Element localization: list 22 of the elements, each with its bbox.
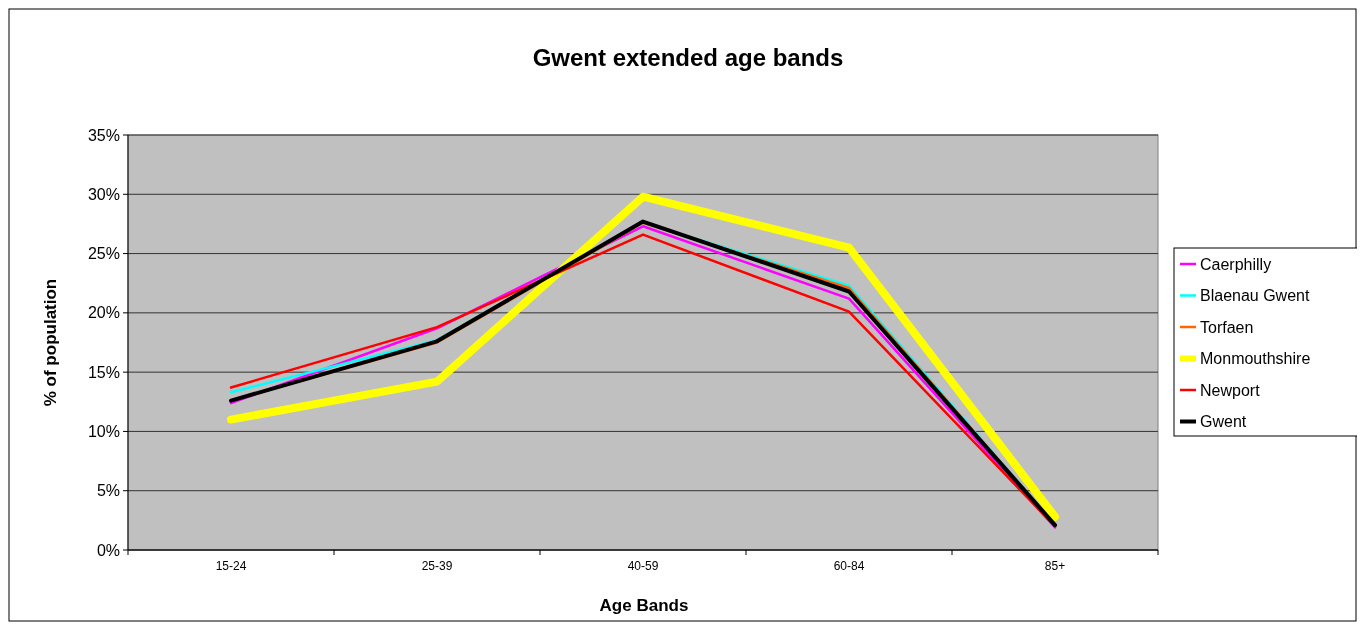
legend-label: Gwent [1200, 413, 1247, 431]
y-tick-label: 25% [87, 245, 120, 263]
y-tick-label: 0% [96, 541, 120, 559]
x-axis-title: Age Bands [599, 596, 689, 615]
x-tick-label: 85+ [1044, 559, 1066, 573]
x-tick-label: 25-39 [421, 559, 453, 573]
x-tick-label: 60-84 [833, 559, 865, 573]
y-tick-label: 5% [96, 482, 120, 500]
x-tick-label: 40-59 [627, 559, 659, 573]
legend-label: Newport [1200, 381, 1261, 399]
y-tick-label: 20% [87, 304, 120, 322]
y-tick-label: 15% [87, 363, 120, 381]
legend-label: Torfaen [1200, 318, 1254, 336]
y-tick-label: 10% [87, 423, 120, 441]
legend-label: Monmouthshire [1200, 350, 1311, 368]
y-tick-label: 35% [87, 126, 120, 144]
y-axis-title: % of population [41, 278, 60, 407]
chart-title: Gwent extended age bands [532, 44, 844, 71]
y-tick-label: 30% [87, 185, 120, 203]
x-tick-label: 15-24 [215, 559, 247, 573]
legend-label: Caerphilly [1200, 255, 1272, 273]
legend-label: Blaenau Gwent [1200, 287, 1310, 305]
